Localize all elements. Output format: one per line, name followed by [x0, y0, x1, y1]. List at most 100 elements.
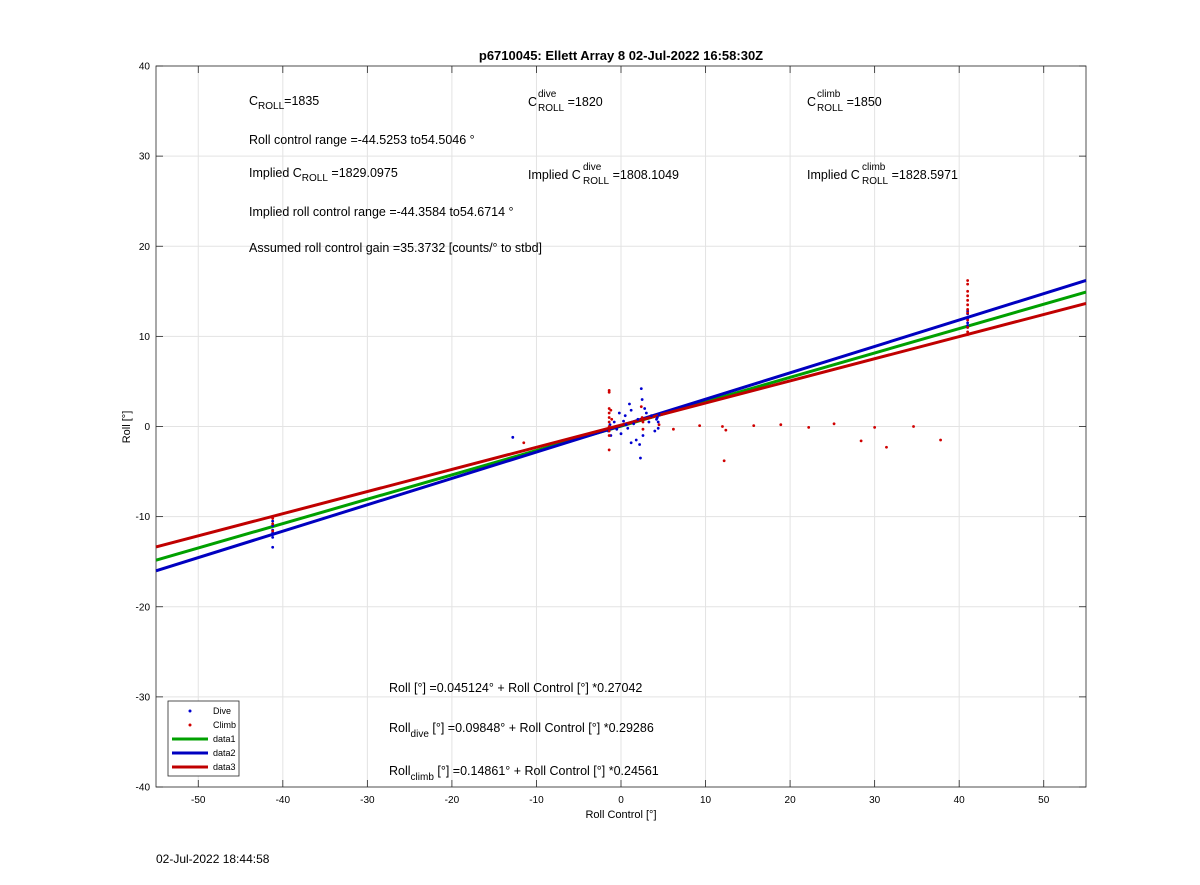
climb-point	[779, 423, 783, 427]
dive-point	[626, 426, 630, 430]
climb-point	[722, 459, 726, 463]
dive-point	[628, 402, 631, 406]
y-tick-label: 40	[139, 62, 151, 73]
axis-ticks: -50 -40 -30 -20 -10 0 10 20 30 40 50 -40 -30 -20 -10 0 1…	[136, 62, 1086, 806]
dive-point	[966, 321, 970, 325]
legend-label-data1: data1	[213, 734, 236, 744]
y-tick-label: -40	[136, 783, 151, 794]
x-tick-label: 0	[618, 795, 624, 806]
climb-point	[672, 427, 675, 431]
climb-point	[641, 420, 645, 424]
legend-label-data2: data2	[213, 748, 236, 758]
annotation-implied-c-roll: Implied CROLL =1829.0975	[249, 166, 398, 184]
climb-point	[271, 529, 275, 533]
climb-point	[721, 425, 724, 428]
climb-point	[832, 422, 836, 426]
climb-point	[271, 517, 275, 520]
dive-point	[636, 417, 640, 421]
dive-point	[647, 420, 651, 424]
climb-point	[607, 390, 611, 394]
dive-point	[624, 423, 628, 427]
dive-point	[629, 408, 633, 412]
climb-point	[607, 411, 611, 415]
annotation-c-roll: CROLL=1835	[249, 94, 319, 112]
legend-marker-climb	[188, 723, 192, 727]
y-tick-label: 0	[144, 422, 150, 433]
dive-point	[632, 422, 636, 426]
dive-point	[639, 387, 643, 391]
dive-point	[619, 432, 623, 436]
y-tick-label: -30	[136, 692, 151, 703]
dive-point	[511, 435, 515, 439]
legend-label-climb: Climb	[213, 720, 236, 730]
annotation-fit-dive: Rolldive [°] =0.09848° + Roll Control [°…	[389, 721, 654, 740]
climb-point	[607, 407, 611, 410]
annotation-implied-c-roll-climb: Implied C climb ROLL =1828.5971	[807, 159, 958, 187]
climb-point	[641, 427, 645, 431]
dive-point	[634, 438, 638, 442]
y-tick-label: 10	[139, 332, 151, 343]
climb-point	[966, 325, 970, 329]
climb-point	[724, 428, 728, 432]
climb-point	[873, 426, 877, 429]
climb-point	[966, 318, 970, 322]
annotation-implied-c-roll-dive: Implied C dive ROLL =1808.1049	[528, 159, 679, 187]
climb-point	[885, 445, 888, 449]
dive-point	[639, 456, 642, 460]
climb-point	[657, 423, 661, 427]
dive-point	[623, 414, 627, 418]
climb-point	[966, 298, 970, 302]
x-tick-label: -20	[445, 795, 460, 806]
climb-point	[607, 448, 611, 452]
climb-point	[966, 333, 970, 336]
x-tick-label: -50	[191, 795, 206, 806]
climb-point	[752, 424, 756, 427]
y-tick-label: -20	[136, 602, 151, 613]
x-tick-label: -30	[360, 795, 375, 806]
climb-point	[966, 311, 970, 315]
dive-point	[656, 420, 660, 424]
climb-point	[607, 420, 611, 424]
dive-point	[271, 519, 275, 523]
y-tick-label: 20	[139, 242, 151, 253]
dive-point	[622, 419, 625, 423]
annotation-implied-range: Implied roll control range =-44.3584 to5…	[249, 205, 514, 219]
annotation-c-roll-dive: C dive ROLL =1820	[528, 86, 603, 114]
annotation-assumed-gain: Assumed roll control gain =35.3732 [coun…	[249, 241, 542, 255]
climb-point	[639, 405, 643, 409]
dive-point	[612, 420, 616, 424]
fit-lines	[155, 279, 1087, 573]
dive-point	[657, 413, 661, 417]
dive-point	[271, 535, 275, 539]
x-tick-label: 10	[700, 795, 712, 806]
legend-label-dive: Dive	[213, 706, 231, 716]
annotation-fit-climb: Rollclimb [°] =0.14861° + Roll Control […	[389, 764, 659, 783]
annotations: CROLL=1835 C dive ROLL =1820 C climb ROL…	[249, 86, 958, 783]
climb-point	[966, 303, 970, 307]
y-axis-label: Roll [°]	[121, 411, 133, 444]
x-tick-label: 50	[1038, 795, 1050, 806]
x-tick-label: -40	[276, 795, 291, 806]
annotation-roll-control-range: Roll control range =-44.5253 to54.5046 °	[249, 133, 475, 147]
y-tick-label: 30	[139, 152, 151, 163]
dive-point	[641, 434, 645, 437]
footer-timestamp: 02-Jul-2022 18:44:58	[156, 852, 270, 866]
climb-point	[607, 425, 611, 428]
climb-point	[807, 426, 811, 429]
legend-marker-dive	[188, 709, 192, 713]
climb-point	[609, 408, 613, 412]
dive-point	[644, 411, 648, 415]
x-tick-label: 20	[785, 795, 797, 806]
annotation-c-roll-climb: C climb ROLL =1850	[807, 86, 882, 114]
dive-point	[643, 407, 647, 410]
dive-point	[617, 411, 621, 415]
climb-point	[966, 330, 970, 334]
dive-point	[655, 416, 659, 419]
x-axis-label: Roll Control [°]	[585, 809, 656, 821]
dive-point	[640, 398, 644, 401]
legend-label-data3: data3	[213, 762, 236, 772]
dive-point	[629, 441, 633, 445]
climb-point	[610, 417, 614, 421]
climb-point	[607, 416, 611, 419]
climb-point	[698, 424, 702, 427]
